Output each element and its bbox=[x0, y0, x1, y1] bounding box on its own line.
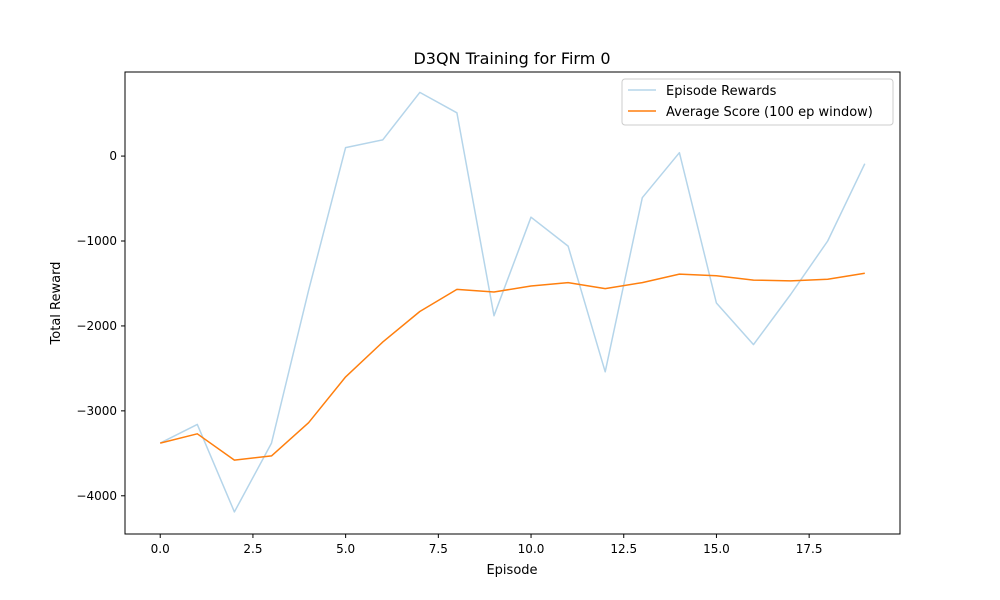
x-tick-label: 10.0 bbox=[518, 542, 545, 556]
y-axis: −4000 −3000 −2000 −1000 0 bbox=[76, 149, 125, 503]
y-axis-label: Total Reward bbox=[49, 262, 64, 346]
legend-label-2: Average Score (100 ep window) bbox=[666, 105, 873, 120]
legend-label-1: Episode Rewards bbox=[666, 84, 777, 99]
y-tick-label: −2000 bbox=[76, 319, 117, 333]
x-tick-label: 7.5 bbox=[429, 542, 448, 556]
series-line-1 bbox=[159, 91, 866, 513]
x-tick-label: 2.5 bbox=[243, 542, 262, 556]
series-line-2 bbox=[160, 272, 865, 461]
y-tick-label: −1000 bbox=[76, 234, 117, 248]
x-tick-label: 5.0 bbox=[336, 542, 355, 556]
y-tick-label: 0 bbox=[109, 149, 117, 163]
plot-frame bbox=[124, 71, 901, 535]
x-axis: 0.0 2.5 5.0 7.5 10.0 12.5 15.0 17.5 bbox=[151, 534, 823, 556]
y-tick-label: −4000 bbox=[76, 489, 117, 503]
legend-box bbox=[621, 78, 894, 126]
legend: Episode Rewards Average Score (100 ep win… bbox=[621, 78, 894, 126]
x-tick-label: 17.5 bbox=[796, 542, 823, 556]
y-tick-label: −3000 bbox=[76, 404, 117, 418]
chart-title: D3QN Training for Firm 0 bbox=[413, 49, 610, 68]
x-tick-label: 15.0 bbox=[703, 542, 730, 556]
series-layer bbox=[159, 91, 866, 513]
x-tick-label: 12.5 bbox=[610, 542, 637, 556]
x-tick-label: 0.0 bbox=[151, 542, 170, 556]
x-axis-label: Episode bbox=[486, 563, 537, 578]
